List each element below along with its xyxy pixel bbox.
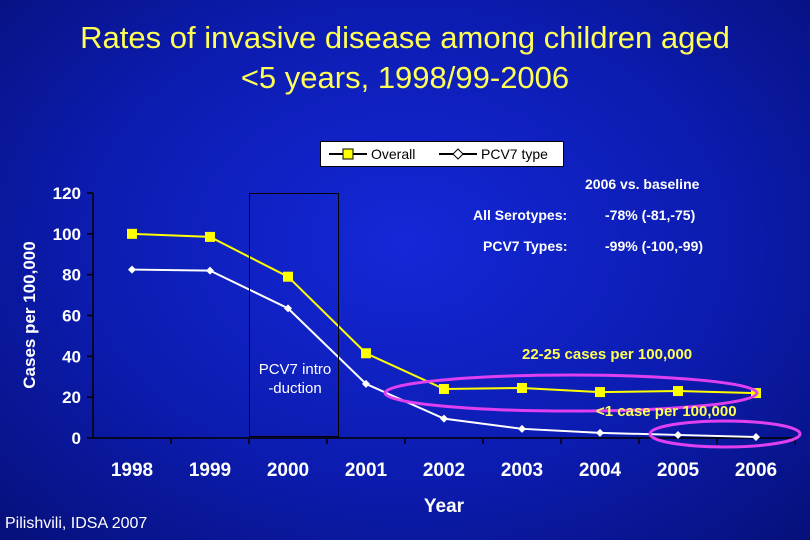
pcv7-point [674, 430, 682, 439]
legend-item-overall: Overall [329, 145, 415, 163]
pcv7-band-annotation: <1 case per 100,000 [596, 403, 737, 420]
all-serotypes-label: All Serotypes: [473, 207, 568, 223]
baseline-note-heading: 2006 vs. baseline [585, 176, 700, 192]
x-tick-label: 2004 [579, 460, 622, 481]
series-line-overall [131, 232, 757, 395]
chart-legend: Overall PCV7 type [320, 141, 564, 167]
y-tick-label: 80 [62, 266, 81, 285]
pcv7-introduction-label: PCV7 intro -duction [258, 361, 332, 397]
x-tick-label: 2001 [345, 460, 388, 481]
overall-highlight-ellipse [383, 373, 759, 413]
pcv7-point [284, 304, 292, 313]
overall-point [127, 228, 137, 239]
overall-point [517, 382, 527, 393]
y-axis-label: Cases per 100,000 [20, 241, 39, 389]
all-serotypes-value: -78% (-81,-75) [605, 207, 696, 223]
x-tick-label: 1998 [111, 460, 153, 481]
pcv7-highlight-ellipse [648, 419, 802, 449]
x-tick-label: 2000 [267, 460, 309, 481]
source-citation: Pilishvili, IDSA 2007 [5, 515, 148, 532]
pcv7-point [362, 379, 370, 388]
pcv7-types-label: PCV7 Types: [483, 238, 568, 254]
x-tick-label: 2005 [657, 460, 700, 481]
overall-point [673, 386, 683, 397]
y-tick-label: 0 [72, 429, 81, 448]
y-tick-label: 100 [53, 225, 81, 244]
overall-point [361, 348, 371, 359]
x-tick-label: 2002 [423, 460, 465, 481]
overall-band-annotation: 22-25 cases per 100,000 [522, 346, 693, 363]
x-axis-label: Year [423, 496, 465, 517]
pcv7-types-value: -99% (-100,-99) [605, 238, 704, 254]
chart-title: Rates of invasive disease among children… [0, 18, 810, 98]
legend-item-pcv7: PCV7 type [439, 145, 548, 163]
overall-point [595, 387, 605, 398]
pcv7-point [128, 265, 136, 274]
legend-overall-label: Overall [371, 146, 416, 162]
overall-point [439, 384, 449, 394]
pcv7-point [518, 424, 526, 433]
overall-point [283, 271, 293, 282]
x-tick-label: 1999 [189, 460, 231, 481]
pcv7-point [596, 428, 604, 437]
pcv7-point [206, 266, 214, 275]
x-tick-label: 2006 [735, 460, 777, 481]
chart-title-line-1: Rates of invasive disease among children… [80, 20, 730, 55]
y-tick-label: 20 [62, 388, 81, 407]
legend-pcv7-swatch [439, 148, 477, 160]
chart-title-line-2: <5 years, 1998/99-2006 [240, 60, 570, 95]
x-tick-label: 2003 [501, 460, 543, 481]
overall-point [205, 231, 215, 242]
y-tick-label: 40 [62, 347, 81, 366]
pcv7-point [440, 414, 448, 423]
y-tick-label: 120 [53, 184, 81, 203]
pcv7-introduction-box [249, 193, 339, 437]
pcv7-point [752, 432, 760, 441]
legend-pcv7-label: PCV7 type [481, 146, 548, 162]
y-tick-label: 60 [62, 307, 81, 326]
legend-overall-swatch [329, 148, 367, 160]
